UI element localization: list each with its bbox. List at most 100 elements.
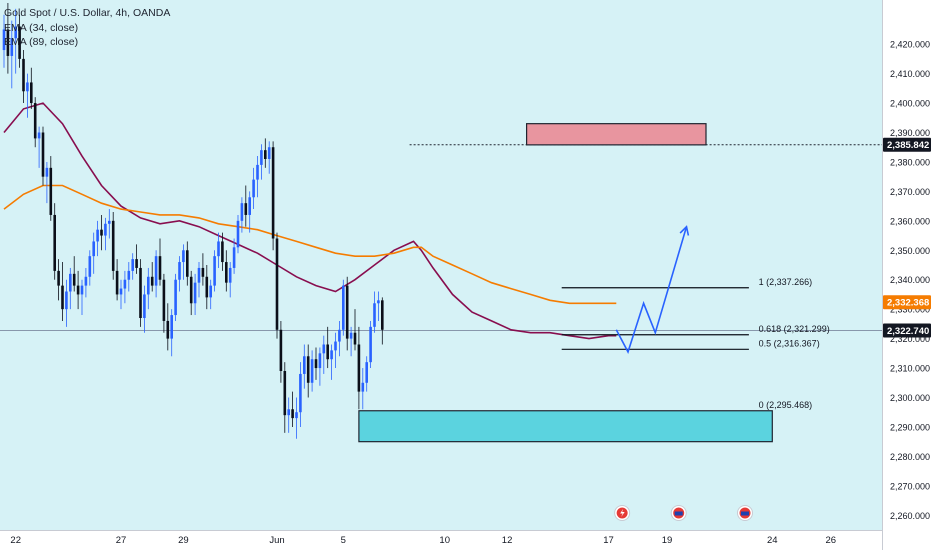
candle-body [135,259,138,268]
candle-body [299,373,302,413]
candle-body [96,229,99,242]
price-badge [883,323,931,338]
x-tick-label: 22 [10,535,21,546]
flag-icon-stripe [741,511,749,516]
candle-body [49,167,53,215]
candle-body [127,270,131,280]
candle-body [80,285,84,295]
indicator-ema-34[interactable]: EMA (34, close) [4,21,79,34]
candle-body [334,341,337,351]
candle-body [186,250,189,277]
chart-legend: Gold Spot / U.S. Dollar, 4h, OANDA EMA (… [4,6,170,50]
candle-body [65,291,68,310]
candle-body [283,371,287,416]
y-tick-label: 2,290.000 [890,422,930,432]
candle-body [111,220,115,271]
candle-body [123,279,127,289]
candle-body [295,412,298,419]
fib-label: 0.5 (2,316.367) [759,338,820,348]
candle-body [162,279,166,321]
candle-body [84,276,88,286]
y-tick-label: 2,370.000 [890,187,930,197]
candle-body [143,294,146,318]
candle-body [306,356,310,383]
projection-arrow-head [679,225,690,236]
candle-body [197,267,201,283]
candle-body [221,241,224,263]
y-tick-label: 2,280.000 [890,452,930,462]
x-tick-label: 24 [767,535,778,546]
candle-body [205,276,209,298]
candle-body [330,350,333,360]
candle-body [353,332,357,345]
candle-body [326,344,329,360]
indicator-ema-89[interactable]: EMA (89, close) [4,36,79,48]
ema-34-line [3,102,617,340]
event-icons [614,505,753,521]
candle-body [33,103,37,139]
candle-body [291,409,294,419]
candle-body [154,256,158,286]
candle-body [14,26,17,39]
candle-body [26,82,29,92]
candle-body [22,58,25,92]
candle-body [92,241,95,257]
candle-body [209,285,212,298]
candle-body [10,38,14,56]
candle-body [369,326,372,363]
candle-body [30,82,33,104]
x-tick-label: 19 [662,535,673,546]
y-tick-label: 2,390.000 [890,128,930,138]
candle-body [6,29,10,56]
projection-path [615,225,690,354]
candle-body [232,247,236,268]
candle-body [228,267,232,283]
candle-body [264,150,267,159]
candle-body [76,285,80,295]
y-tick-label: 2,410.000 [890,69,930,79]
candle-body [275,238,279,330]
candle-body [357,344,361,392]
axes: 2,260.000 2,270.000 2,280.000 2,290.000 2,30… [10,40,931,546]
candle-body [201,267,205,277]
candle-body [322,344,326,354]
price-axis-background [882,0,932,550]
y-tick-label: 2,320.000 [890,334,930,344]
candle-body [213,256,216,286]
x-tick-label: 26 [826,535,837,546]
candle-body [373,303,376,327]
zone-layer [358,123,773,443]
candle-body [365,362,368,383]
y-tick-label: 2,400.000 [890,99,930,109]
candle-body [240,203,244,221]
price-badge [883,137,931,152]
x-tick-label: 29 [178,535,189,546]
candle-body [147,276,150,295]
candle-body [182,250,185,263]
candle-body [72,273,76,286]
fib-label: 1 (2,337.266) [759,277,813,287]
candle-body [361,382,365,392]
candle-body [279,329,283,371]
candle-body [189,276,193,304]
supply-zone [525,123,707,146]
y-tick-label: 2,380.000 [890,157,930,167]
candle-body [41,132,45,177]
ema-layer [3,102,617,340]
symbol-title[interactable]: Gold Spot / U.S. Dollar, 4h, OANDA [4,7,171,19]
x-tick-label: 27 [116,535,127,546]
price-badge [883,295,931,310]
flag-icon-stripe [674,511,683,516]
candle-body [61,285,64,310]
candle-body [225,262,228,283]
candle-body [115,270,119,295]
candle-body [271,147,275,239]
candle-body [108,220,111,224]
candle-body [236,220,240,248]
candle-body [345,285,349,339]
candle-body [342,285,345,330]
candle-body [314,359,318,369]
y-tick-label: 2,340.000 [890,275,930,285]
candle-body [88,256,92,277]
